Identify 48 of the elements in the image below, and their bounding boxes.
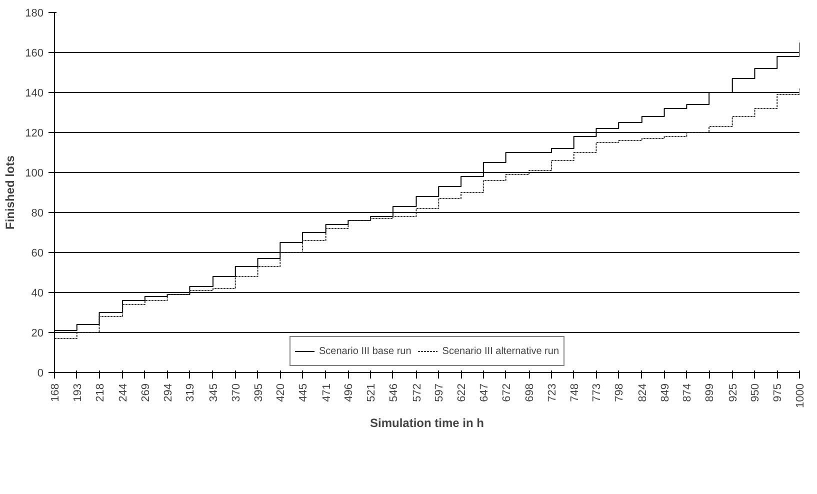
- x-tick-label: 773: [591, 383, 604, 402]
- y-tick-label: 20: [31, 328, 44, 340]
- x-tick-label: 420: [275, 383, 288, 402]
- y-axis-title: Finished lots: [3, 155, 18, 230]
- x-tick-label: 521: [366, 383, 378, 402]
- x-tick-label: 748: [568, 383, 581, 402]
- x-tick-label: 622: [456, 383, 468, 402]
- x-tick-label: 899: [704, 383, 716, 402]
- x-tick-label: 597: [434, 383, 446, 402]
- y-tick-label: 140: [25, 88, 44, 100]
- x-tick-label: 168: [50, 383, 62, 402]
- x-tick-label: 218: [94, 383, 106, 402]
- y-tick-label: 0: [37, 368, 44, 380]
- x-axis-title: Simulation time in h: [370, 416, 484, 430]
- x-tick-label: 950: [750, 383, 762, 402]
- x-tick-label: 294: [162, 383, 174, 402]
- x-tick-label: 1000: [794, 383, 806, 408]
- x-tick-label: 824: [636, 383, 649, 402]
- legend-label: Scenario III base run: [318, 346, 412, 356]
- x-tick-label: 874: [682, 383, 694, 402]
- y-tick-label: 160: [25, 48, 44, 60]
- x-tick-label: 647: [478, 383, 490, 402]
- y-tick-label: 100: [25, 168, 44, 180]
- x-tick-label: 319: [184, 383, 197, 402]
- x-tick-label: 496: [343, 383, 356, 402]
- y-tick-label: 180: [25, 8, 44, 20]
- x-tick-label: 572: [411, 383, 424, 402]
- x-tick-label: 798: [614, 383, 626, 402]
- x-tick-label: 672: [500, 383, 513, 402]
- x-tick-label: 849: [659, 383, 672, 402]
- x-tick-label: 269: [140, 383, 152, 402]
- y-tick-label: 120: [25, 128, 44, 140]
- x-tick-label: 723: [546, 383, 558, 402]
- x-tick-label: 345: [208, 383, 220, 402]
- x-tick-label: 395: [252, 383, 265, 402]
- x-tick-label: 471: [320, 383, 333, 402]
- x-tick-label: 370: [230, 383, 242, 402]
- x-tick-label: 244: [118, 383, 130, 402]
- y-tick-label: 60: [31, 248, 44, 260]
- x-tick-label: 445: [298, 383, 310, 402]
- y-tick-label: 80: [31, 208, 44, 220]
- x-tick-label: 193: [72, 383, 84, 402]
- y-tick-label: 40: [31, 288, 44, 300]
- x-tick-label: 698: [524, 383, 536, 402]
- x-tick-label: 975: [772, 383, 784, 402]
- x-tick-label: 925: [727, 383, 740, 402]
- legend-label: Scenario III alternative run: [442, 346, 560, 356]
- x-tick-label: 546: [388, 383, 400, 402]
